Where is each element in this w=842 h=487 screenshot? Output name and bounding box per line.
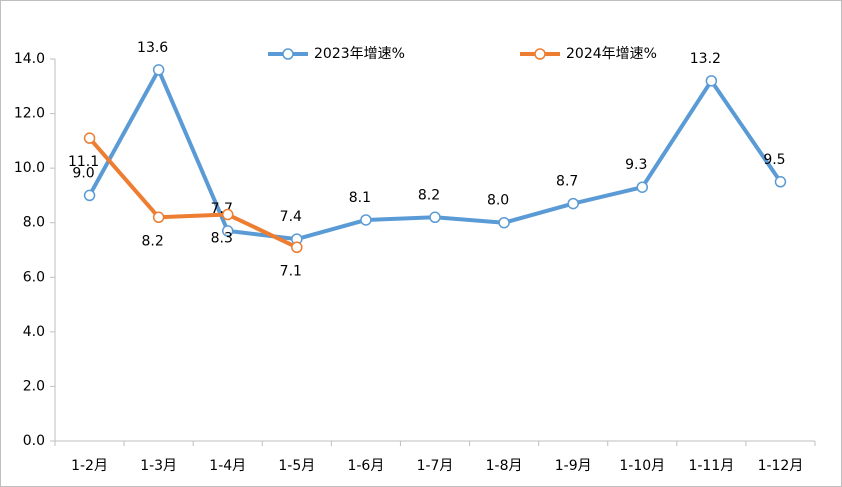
x-tick-label: 1-10月	[619, 458, 665, 474]
x-tick-label: 1-8月	[486, 458, 523, 474]
y-tick-label: 10.0	[14, 160, 45, 176]
point-marker	[567, 197, 579, 210]
x-tick-label: 1-2月	[71, 458, 108, 474]
point-marker	[291, 241, 303, 254]
data-label: 8.3	[211, 231, 233, 247]
legend-marker	[534, 48, 546, 60]
y-tick-label: 12.0	[14, 106, 45, 122]
legend-label: 2023年增速%	[314, 46, 405, 62]
data-label: 8.7	[556, 174, 578, 190]
y-tick-label: 4.0	[23, 324, 45, 340]
point-marker	[705, 75, 718, 87]
point-marker	[152, 64, 165, 76]
data-label: 9.0	[72, 165, 94, 181]
x-tick-label: 1-3月	[140, 458, 177, 474]
data-label: 8.2	[142, 233, 164, 249]
data-label: 8.1	[349, 190, 371, 206]
legend-label: 2024年增速%	[566, 46, 657, 62]
x-tick-label: 1-12月	[758, 458, 804, 474]
point-marker	[221, 208, 234, 221]
data-label: 8.0	[487, 193, 509, 209]
x-tick-label: 1-5月	[278, 458, 315, 474]
point-marker	[360, 214, 372, 226]
y-tick-label: 14.0	[14, 51, 45, 67]
point-marker	[83, 132, 96, 144]
point-marker	[221, 225, 234, 237]
point-marker	[774, 176, 787, 188]
point-marker	[429, 211, 441, 224]
data-label: 7.1	[280, 263, 302, 279]
legend-marker	[282, 48, 294, 60]
x-tick-label: 1-4月	[209, 458, 246, 474]
point-marker	[152, 211, 165, 224]
data-label: 7.4	[280, 209, 302, 225]
point-marker	[498, 216, 510, 229]
point-marker	[83, 189, 96, 202]
y-tick-label: 2.0	[23, 378, 45, 394]
series-line	[88, 136, 298, 250]
data-label: 8.2	[418, 187, 440, 203]
y-tick-label: 0.0	[23, 433, 45, 449]
data-label: 11.1	[68, 154, 99, 170]
data-label: 9.5	[763, 152, 785, 168]
data-label: 9.3	[625, 157, 647, 173]
x-tick-label: 1-6月	[347, 458, 384, 474]
data-label: 13.6	[137, 40, 168, 56]
y-tick-label: 6.0	[23, 269, 45, 285]
x-tick-label: 1-9月	[555, 458, 592, 474]
point-marker	[636, 181, 649, 193]
x-tick-label: 1-11月	[688, 458, 734, 474]
data-label: 13.2	[690, 51, 721, 67]
y-tick-label: 8.0	[23, 215, 45, 231]
x-tick-label: 1-7月	[417, 458, 454, 474]
